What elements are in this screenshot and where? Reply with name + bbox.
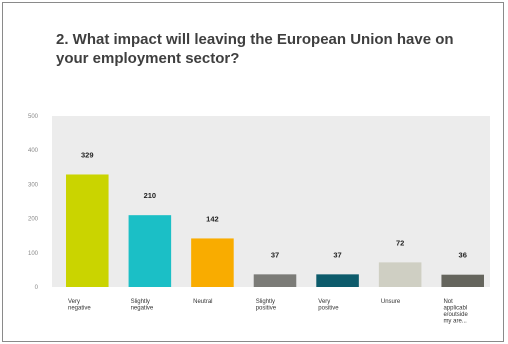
y-tick-label: 400	[28, 148, 39, 154]
data-label: 210	[144, 191, 157, 200]
data-label: 329	[81, 150, 94, 159]
y-tick-label: 200	[28, 217, 39, 223]
x-tick-label: Unsure	[381, 299, 401, 305]
x-tick-label: Slightly negative	[131, 299, 154, 312]
bar	[441, 274, 484, 287]
bar	[316, 274, 359, 287]
bar	[253, 274, 297, 287]
bar	[378, 262, 422, 287]
x-tick-label: Neutral	[193, 299, 212, 305]
data-label: 37	[271, 250, 279, 259]
chart-title: 2. What impact will leaving the European…	[56, 31, 454, 67]
x-tick-label: Not applicabl e/outside my are...	[443, 299, 468, 325]
data-label: 37	[333, 250, 341, 259]
data-label: 72	[396, 238, 404, 247]
data-label: 36	[459, 251, 467, 260]
bar	[66, 174, 109, 287]
y-tick-label: 500	[28, 114, 39, 120]
y-tick-label: 100	[28, 251, 39, 257]
data-label: 142	[206, 214, 219, 223]
y-tick-label: 0	[35, 285, 39, 291]
x-tick-label: Very positive	[318, 299, 339, 312]
bar	[128, 215, 172, 287]
plot-area	[52, 116, 490, 287]
bar	[191, 238, 234, 287]
x-tick-label: Slightly positive	[256, 299, 277, 312]
y-tick-label: 300	[28, 182, 39, 188]
x-tick-label: Very negative	[68, 299, 91, 312]
